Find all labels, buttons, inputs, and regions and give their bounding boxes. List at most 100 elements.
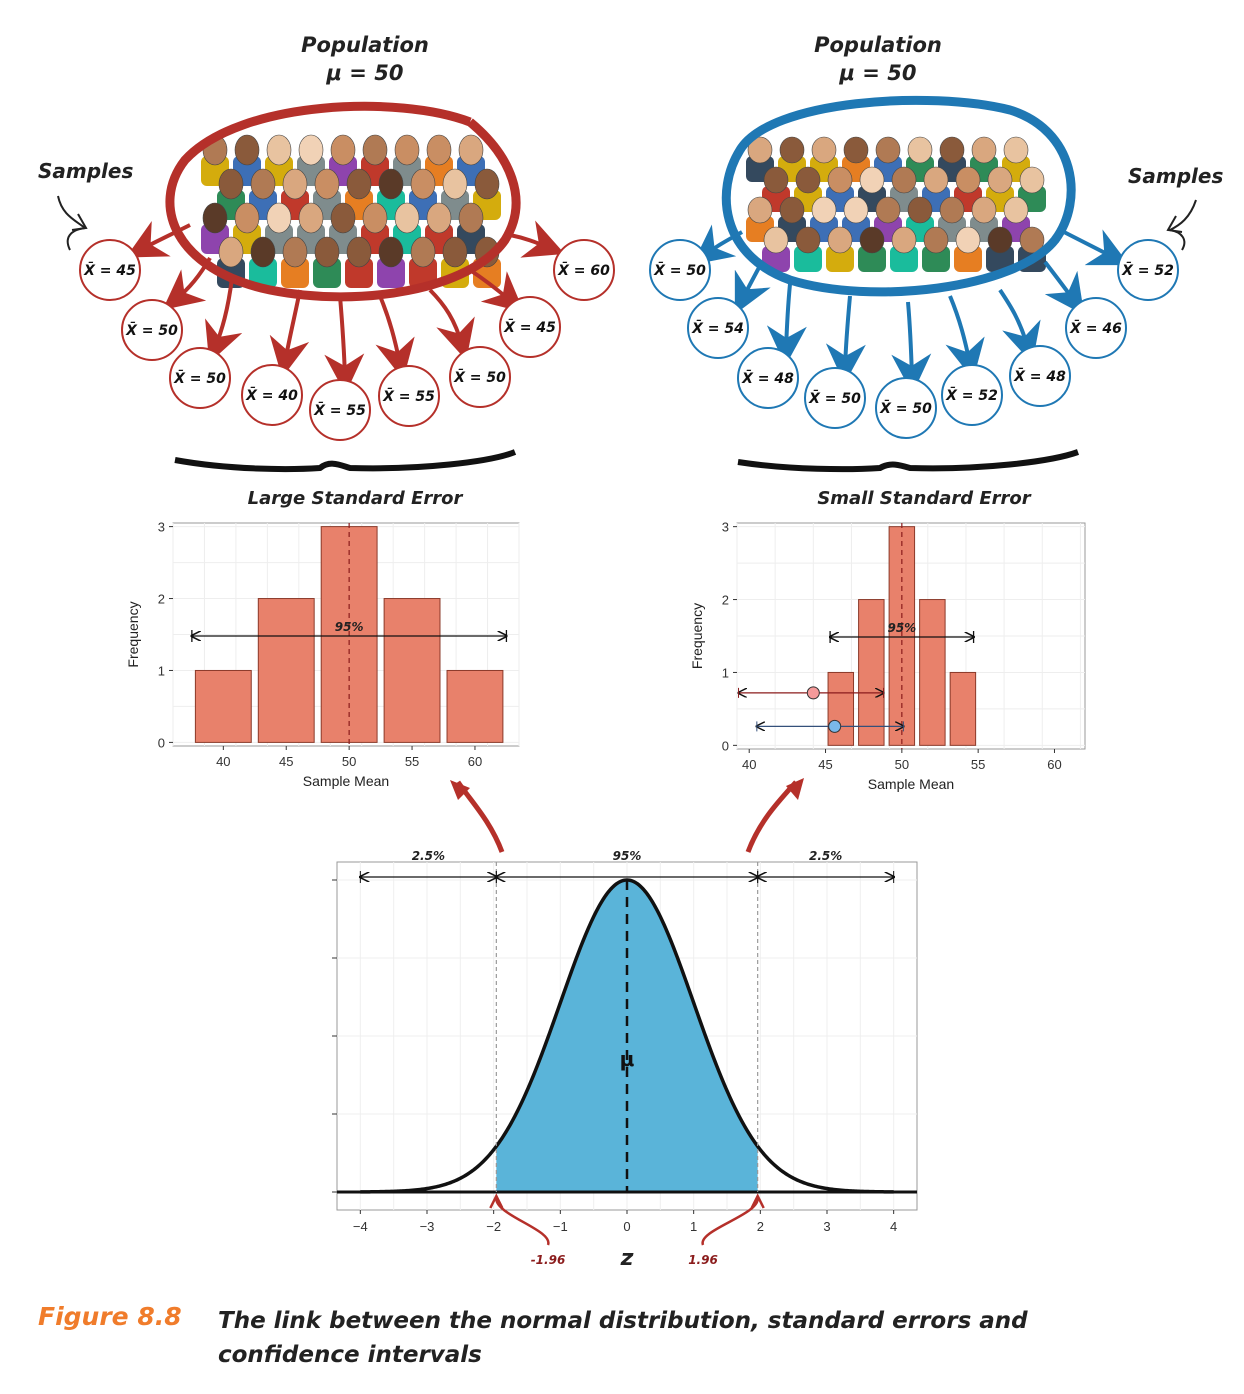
left-population-ellipse <box>165 101 521 302</box>
critical-pointer <box>495 1197 550 1246</box>
person-face <box>763 226 789 254</box>
person-face <box>955 166 981 194</box>
left-sample-mean-7: X̄ = 50 <box>449 346 511 408</box>
sample-circle <box>1009 345 1071 407</box>
interval-95-label: 95% <box>887 621 916 635</box>
right-sample-arrow <box>891 301 932 394</box>
right-sample-mean-8: X̄ = 46 <box>1065 297 1127 359</box>
left-samples-label: Samples <box>38 159 133 183</box>
person-face <box>939 136 965 164</box>
left-histogram: 40 45 50 55 60 0 1 2 3 Sample Mean Frequency 95% <box>125 520 520 789</box>
z-axis-label: z <box>620 1246 634 1271</box>
sample-circle <box>499 296 561 358</box>
person-face <box>330 202 356 234</box>
left-sample-mean-1: X̄ = 45 <box>79 239 141 301</box>
person-face <box>779 136 805 164</box>
person-face <box>458 202 484 234</box>
sample-circle <box>378 365 440 427</box>
person-face <box>987 226 1013 254</box>
x-tick-label: −4 <box>353 1219 368 1234</box>
sample-circle <box>309 379 371 441</box>
right-population-title: Population <box>814 33 942 57</box>
y-tick-label: 1 <box>158 663 165 678</box>
histogram-bar <box>194 669 252 743</box>
person-face <box>202 202 228 234</box>
x-tick-label: 45 <box>279 754 293 769</box>
histogram-bar <box>858 599 885 746</box>
y-tick-label: 0 <box>722 738 729 753</box>
person-face <box>442 168 468 200</box>
right-sample-mean-4: X̄ = 50 <box>804 367 866 429</box>
sample-mean-label: X̄ = 50 <box>653 260 706 279</box>
region-percent-label: 95% <box>613 849 642 863</box>
y-tick-label: 2 <box>158 592 165 607</box>
left-sample-arrow <box>125 221 191 258</box>
person-face <box>426 202 452 234</box>
right-sample-arrow <box>945 295 985 380</box>
x-axis-label: Sample Mean <box>868 776 954 792</box>
person-face <box>955 226 981 254</box>
person-face <box>442 236 468 268</box>
person-face <box>795 226 821 254</box>
person-face <box>907 136 933 164</box>
left-population-group: Population μ = 50 Samples X̄ = 45 X̄ = 50… <box>38 33 615 509</box>
left-sample-arrow <box>269 289 310 378</box>
sample-mean-label: X̄ = 55 <box>313 400 366 419</box>
sample-circle <box>1117 239 1179 301</box>
sample-mean-label: X̄ = 48 <box>1013 366 1066 385</box>
person-body <box>377 258 405 288</box>
person-face <box>378 168 404 200</box>
left-sample-arrow <box>324 295 365 394</box>
sample-circle <box>169 347 231 409</box>
person-face <box>859 166 885 194</box>
histogram-bar <box>383 598 441 743</box>
sample-mean-point <box>828 719 842 733</box>
person-face <box>250 236 276 268</box>
right-brace <box>737 449 1080 473</box>
sample-circle <box>121 299 183 361</box>
sample-circle <box>737 347 799 409</box>
y-tick-label: 2 <box>722 593 729 608</box>
left-sample-mean-8: X̄ = 45 <box>499 296 561 358</box>
right-sample-means: X̄ = 50 X̄ = 54 X̄ = 48 X̄ = 50 X̄ = 50 X̄ = … <box>649 239 1179 439</box>
x-tick-label: 50 <box>895 757 909 772</box>
sample-circle <box>241 364 303 426</box>
x-tick-label: −2 <box>486 1219 501 1234</box>
x-tick-label: 55 <box>405 754 419 769</box>
person-body <box>858 246 886 272</box>
left-sample-arrows <box>125 220 565 394</box>
person-face <box>1019 226 1045 254</box>
person-face <box>218 236 244 268</box>
sample-mean-label: X̄ = 50 <box>879 398 932 417</box>
sample-circle <box>449 346 511 408</box>
right-sample-mean-3: X̄ = 48 <box>737 347 799 409</box>
person-face <box>346 168 372 200</box>
x-tick-label: 1 <box>690 1219 697 1234</box>
left-crowd-image <box>201 134 501 288</box>
person-body <box>313 258 341 288</box>
person-face <box>330 134 356 166</box>
right-sample-arrow <box>998 288 1041 364</box>
left-samples-pointer <box>57 195 88 251</box>
person-body <box>922 246 950 272</box>
caption-text: The link between the normal distribution… <box>218 1308 1028 1368</box>
region-percent-label: 2.5% <box>809 849 842 863</box>
right-sample-arrow <box>1043 260 1085 316</box>
person-body <box>954 246 982 272</box>
left-sample-arrow <box>428 288 475 361</box>
person-body <box>794 246 822 272</box>
right-sample-arrow <box>766 283 807 366</box>
sample-circle <box>875 377 937 439</box>
right-population-group: Population μ = 50 Samples X̄ = 50 X̄ = 54… <box>649 33 1223 509</box>
x-tick-label: 60 <box>468 754 482 769</box>
person-face <box>314 236 340 268</box>
y-tick-label: 0 <box>158 735 165 750</box>
person-face <box>1003 196 1029 224</box>
person-face <box>298 202 324 234</box>
person-face <box>410 168 436 200</box>
sample-mean-label: X̄ = 46 <box>1069 318 1122 337</box>
sample-mean-label: X̄ = 45 <box>503 317 556 336</box>
x-tick-label: 3 <box>823 1219 830 1234</box>
interval-95-label: 95% <box>335 620 364 634</box>
person-face <box>811 196 837 224</box>
